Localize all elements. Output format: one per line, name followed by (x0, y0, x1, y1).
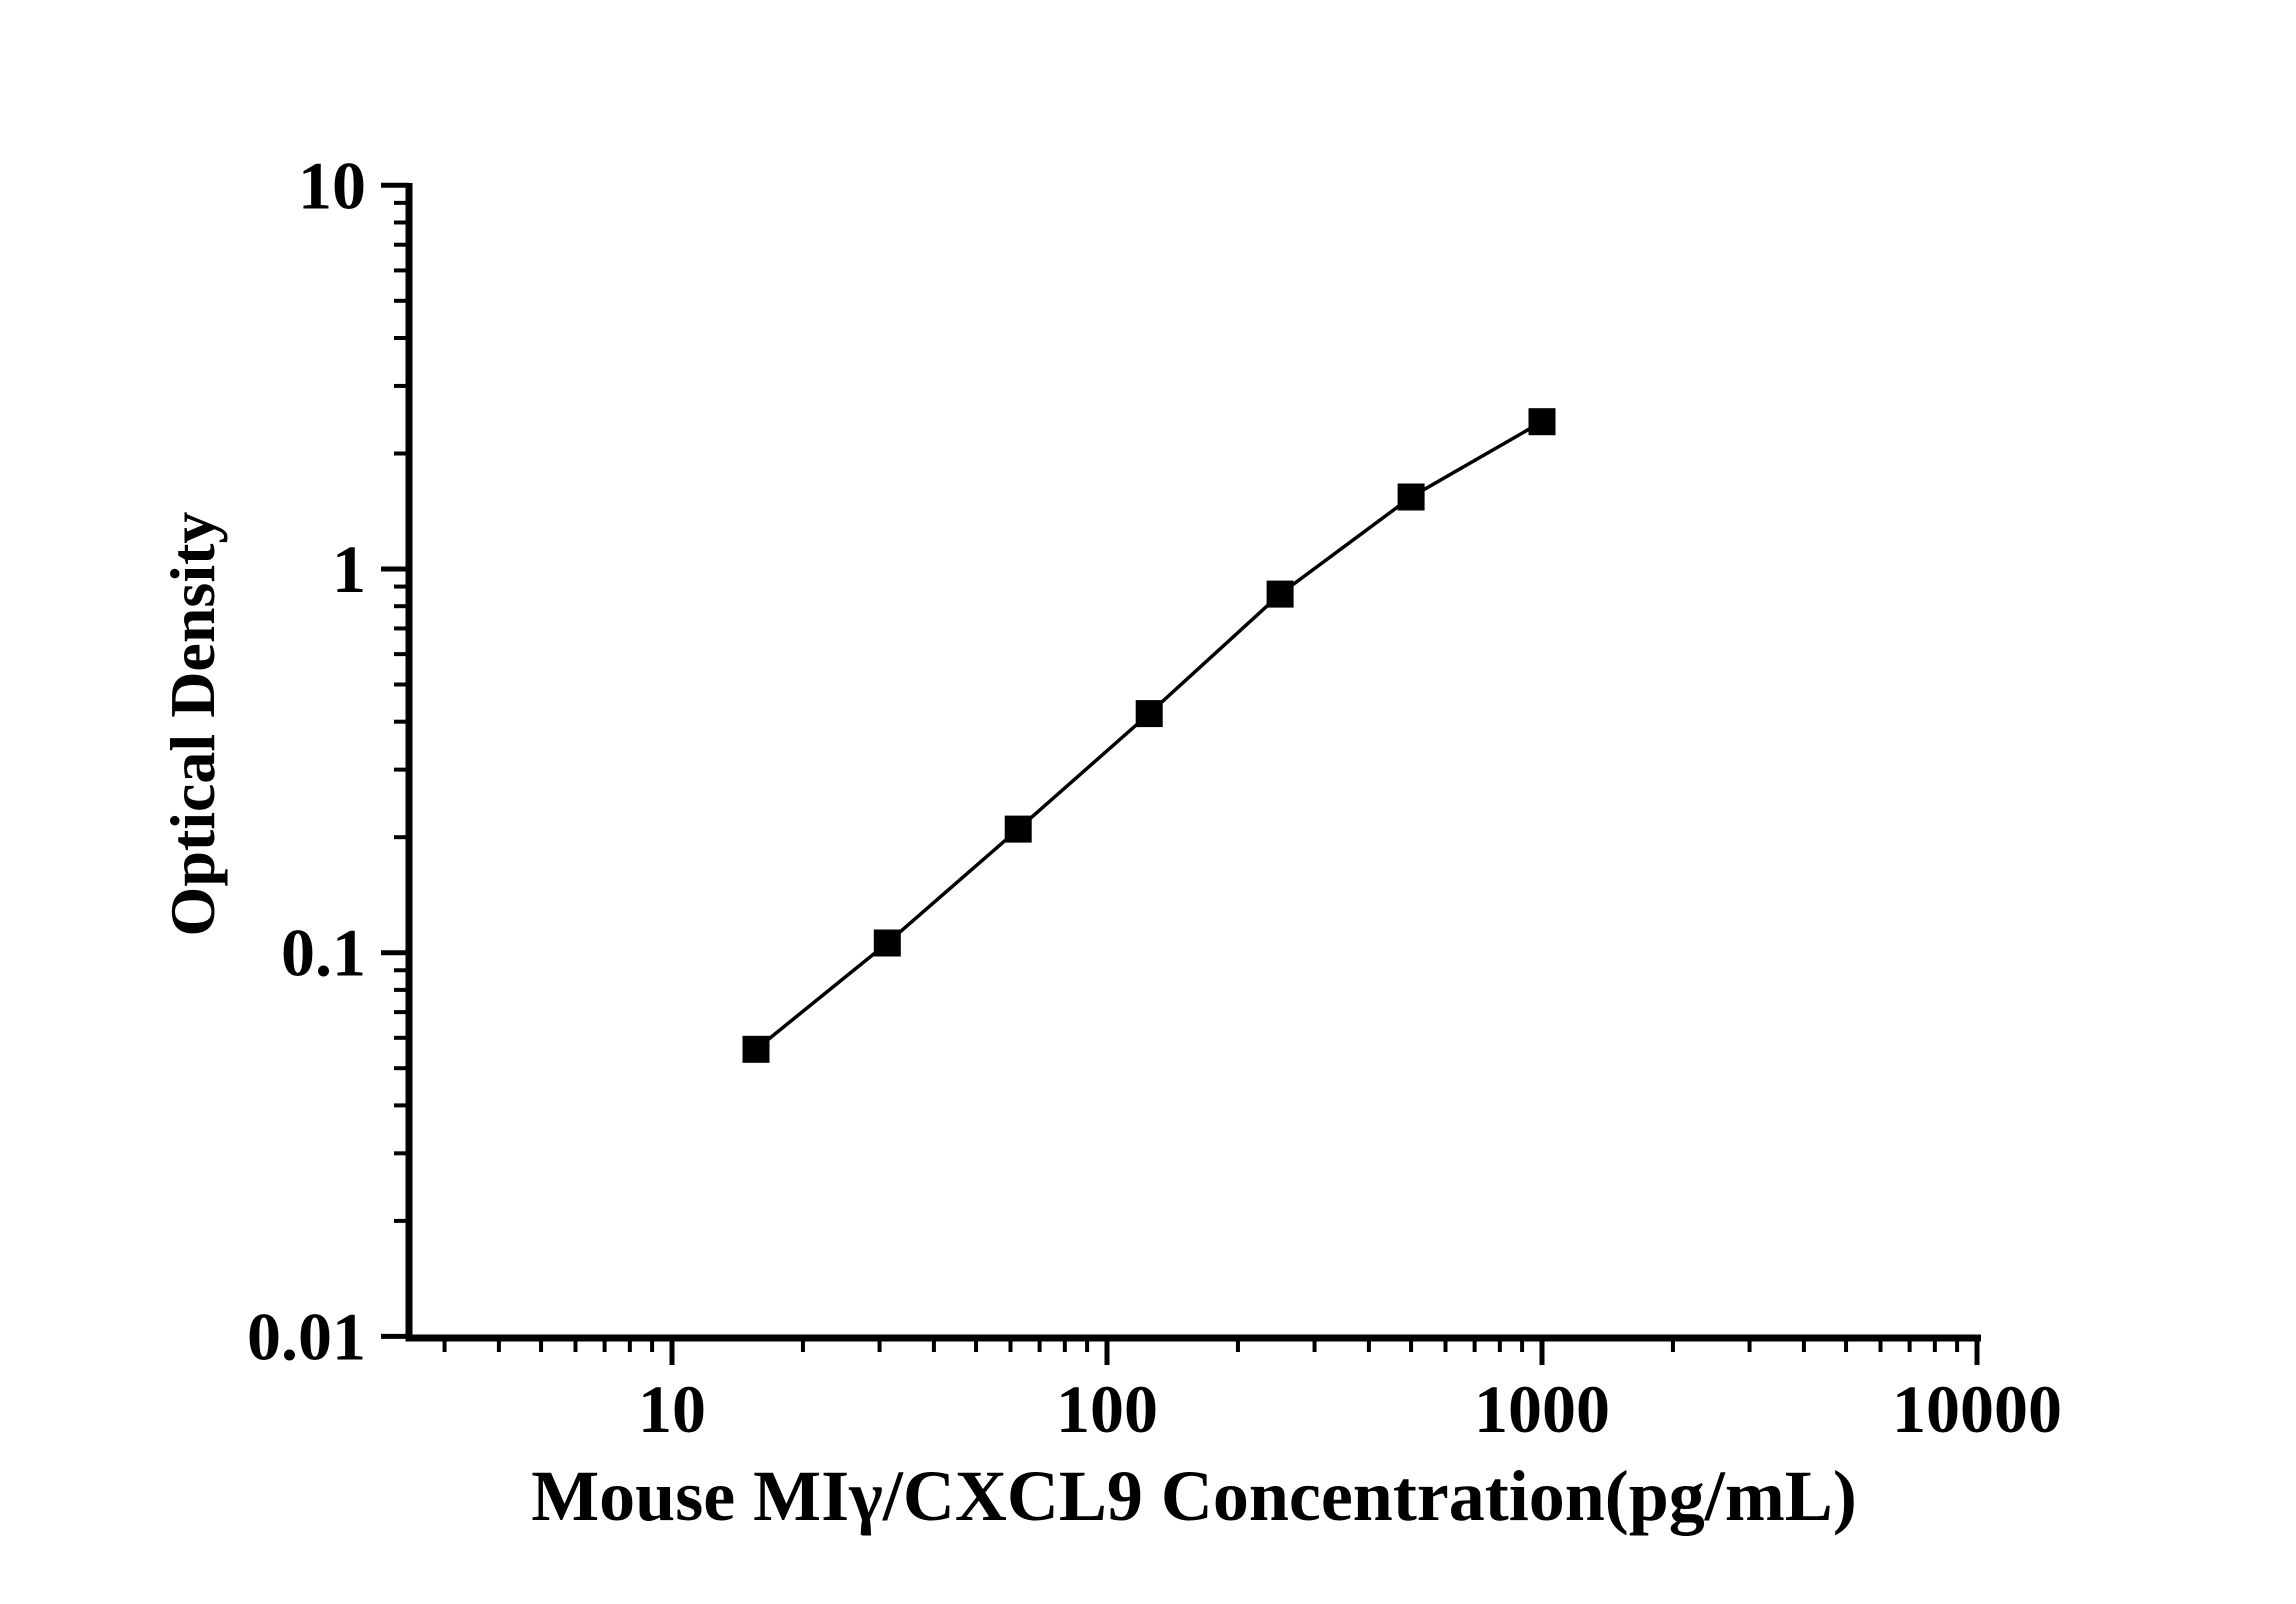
x-tick-label: 100 (1056, 1371, 1158, 1447)
data-point-marker (1266, 580, 1294, 608)
x-axis-title: Mouse MIγ/CXCL9 Concentration(pg/mL) (531, 1456, 1857, 1536)
data-point-marker (1004, 815, 1032, 843)
data-point-marker (1135, 700, 1163, 728)
y-tick-label: 0.01 (247, 1298, 366, 1374)
y-tick-label: 1 (332, 531, 366, 607)
x-tick-label: 1000 (1474, 1371, 1610, 1447)
tick-labels: 10 100 1000 10000 10 1 0.1 0.01 (247, 147, 2062, 1447)
y-tick-label: 10 (298, 147, 366, 223)
y-tick-label: 0.1 (281, 915, 366, 991)
data-point-marker (1397, 483, 1425, 511)
x-tick-label: 10000 (1892, 1371, 2062, 1447)
data-series (742, 408, 1556, 1063)
x-tick-label: 10 (638, 1371, 706, 1447)
data-point-marker (742, 1035, 770, 1063)
axes (405, 183, 1981, 1342)
data-point-marker (873, 929, 901, 957)
y-axis-title: Optical Density (157, 512, 228, 937)
data-point-marker (1528, 408, 1556, 436)
tick-marks (381, 182, 1980, 1365)
